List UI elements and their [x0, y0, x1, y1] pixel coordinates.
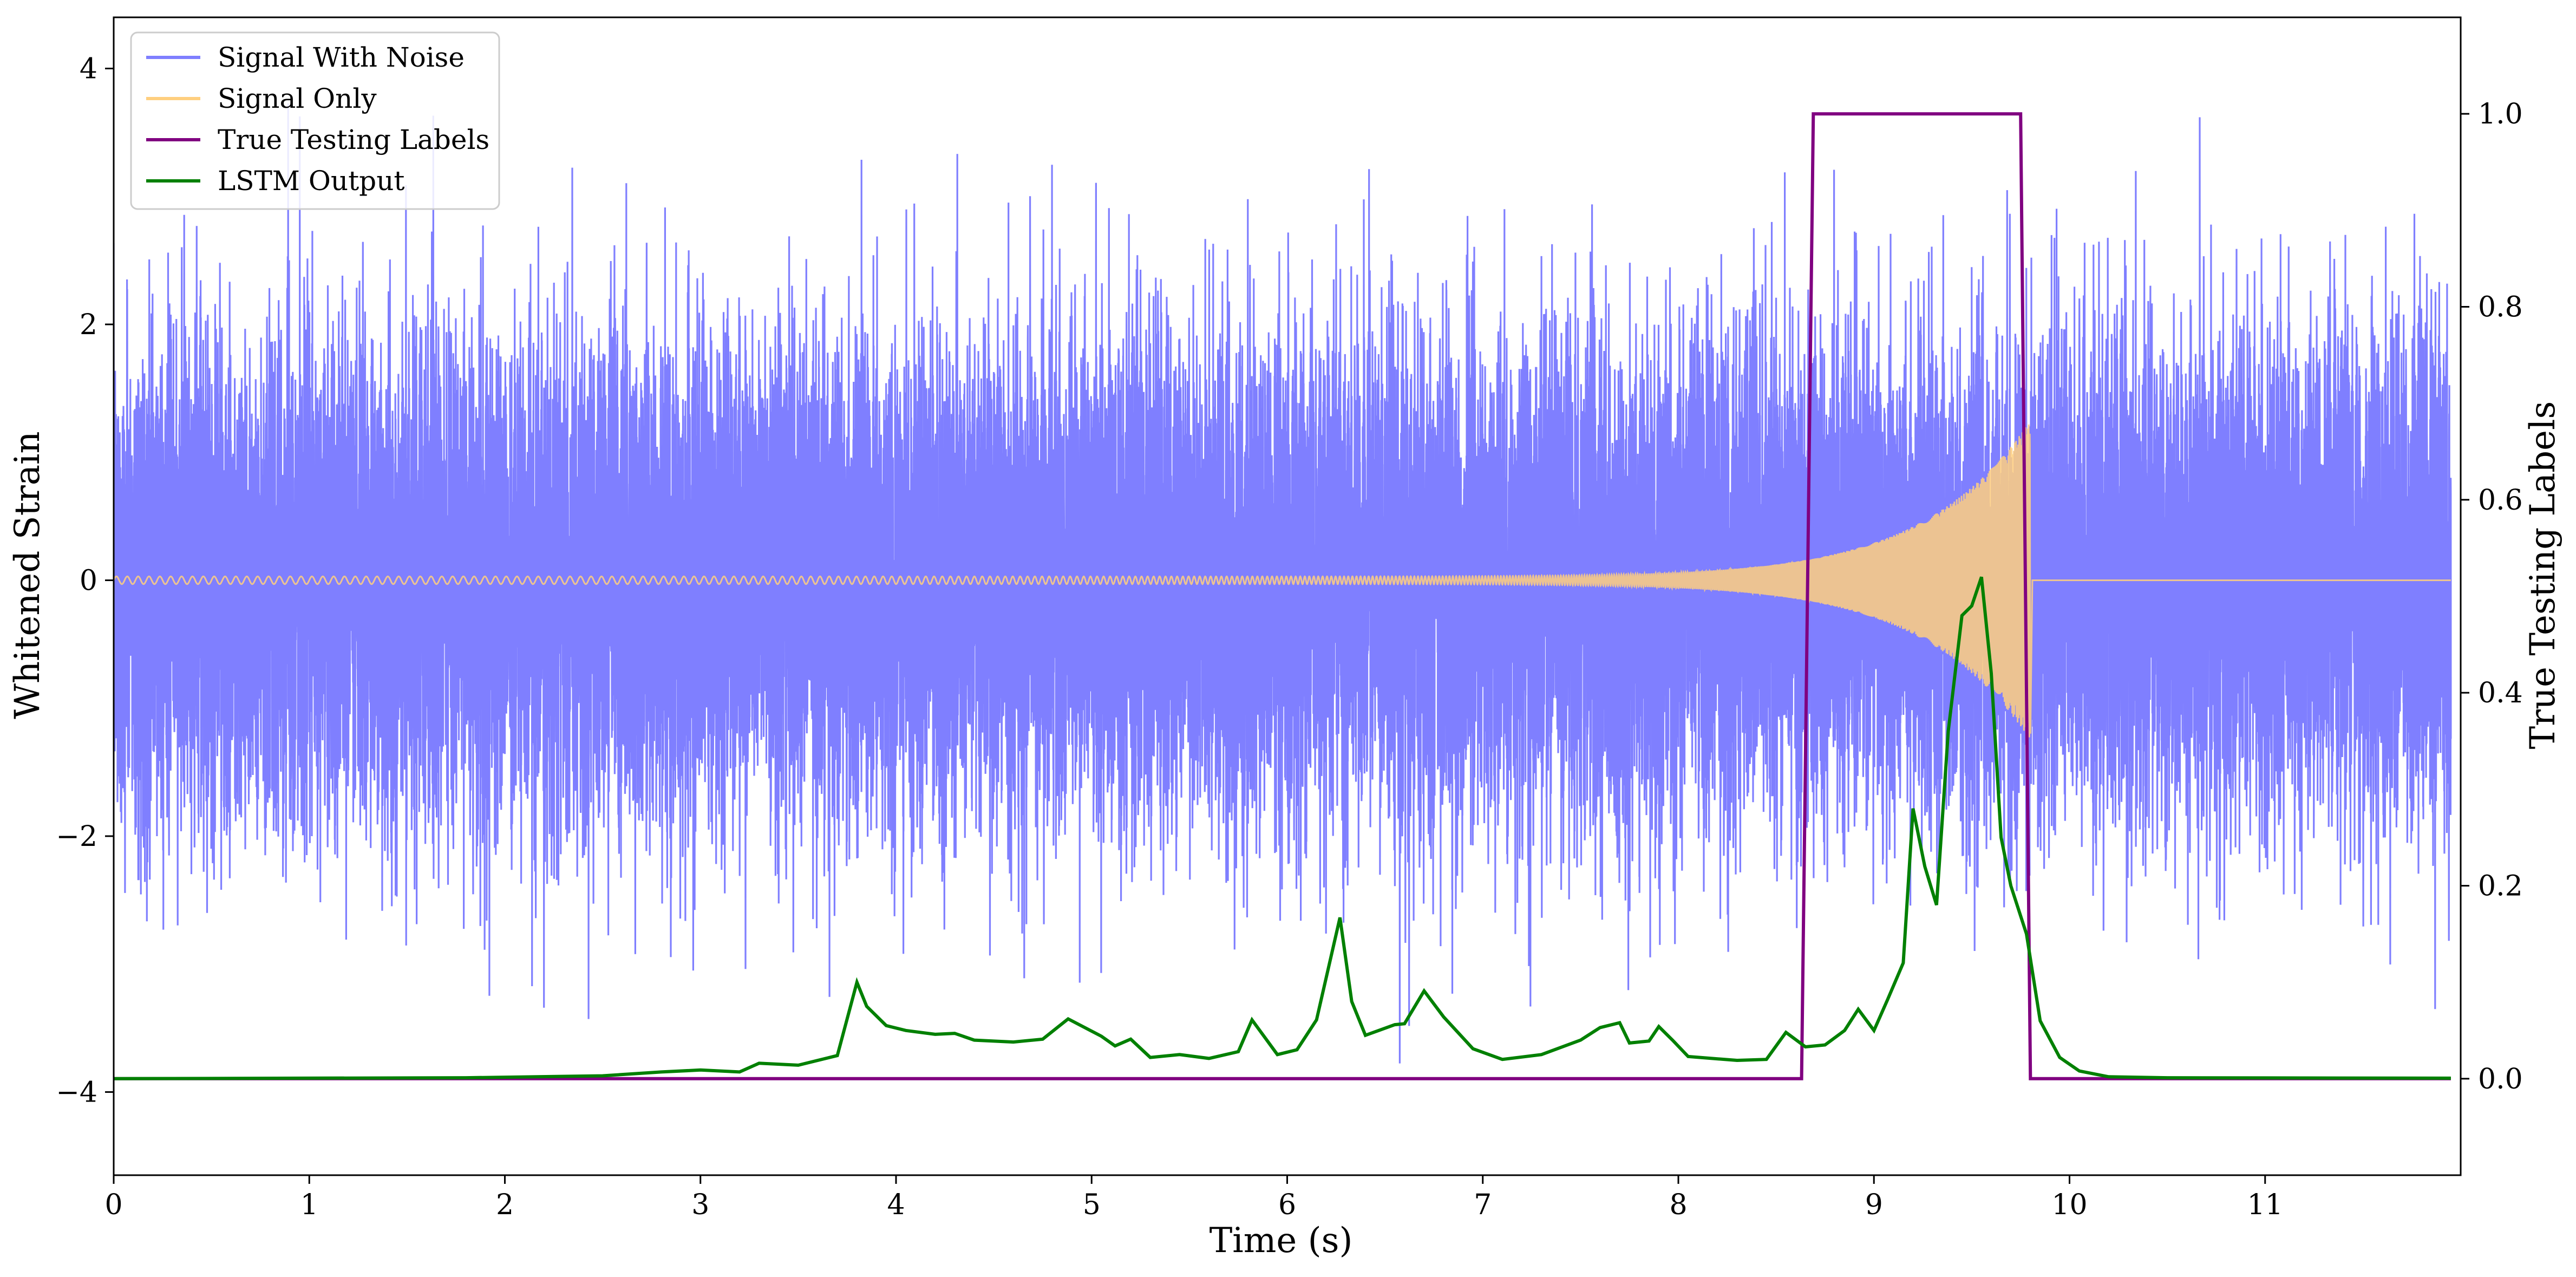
y-axis-title: Whitened Strain	[8, 431, 48, 719]
y-tick-label: 0	[80, 564, 97, 597]
x-tick-label: 7	[1474, 1189, 1492, 1221]
y2-tick-label: 0.8	[2478, 291, 2523, 324]
legend-label: Signal Only	[218, 83, 377, 114]
y2-tick-label: 0.2	[2478, 870, 2523, 903]
x-tick-label: 10	[2051, 1189, 2087, 1221]
y-tick-label: 4	[80, 53, 97, 85]
legend: Signal With Noise Signal Only True Testing…	[130, 31, 500, 210]
legend-label: LSTM Output	[218, 165, 404, 197]
legend-label: True Testing Labels	[218, 124, 489, 155]
x-tick-label: 9	[1865, 1189, 1883, 1221]
series-signal-with-noise	[114, 103, 2452, 1064]
y2-tick-label: 0.4	[2478, 677, 2523, 709]
y2-axis-title: True Testing Labels	[2523, 401, 2563, 750]
x-axis-title: Time (s)	[1209, 1221, 1353, 1261]
axes: 0 1 2 3 4 5 6 7 8 9 10 11 −4 −2 0 2 4 0.0 0.2 0.4 0.6 0.8 1.0	[56, 16, 2523, 1221]
y-tick-label: −4	[56, 1076, 97, 1109]
y-tick-label: −2	[56, 820, 97, 853]
y2-tick-label: 1.0	[2478, 98, 2523, 131]
x-tick-label: 6	[1278, 1189, 1296, 1221]
y2-tick-label: 0.0	[2478, 1063, 2523, 1096]
legend-box	[130, 31, 500, 210]
x-tick-label: 3	[691, 1189, 709, 1221]
x-tick-label: 5	[1083, 1189, 1101, 1221]
series-signal-only	[114, 424, 2451, 738]
series-true-testing-labels	[114, 112, 2451, 1080]
x-tick-label: 4	[887, 1189, 905, 1221]
x-tick-label: 0	[104, 1189, 122, 1221]
x-tick-label: 11	[2247, 1189, 2283, 1221]
plot-area	[114, 103, 2452, 1080]
series-lstm-output	[114, 576, 2451, 1080]
x-tick-label: 2	[496, 1189, 514, 1221]
plot-clip-group	[114, 103, 2452, 1080]
x-tick-label: 8	[1669, 1189, 1687, 1221]
y2-tick-label: 0.6	[2478, 484, 2523, 517]
x-tick-label: 1	[300, 1189, 318, 1221]
legend-label: Signal With Noise	[218, 42, 465, 73]
y-tick-label: 2	[80, 309, 97, 341]
